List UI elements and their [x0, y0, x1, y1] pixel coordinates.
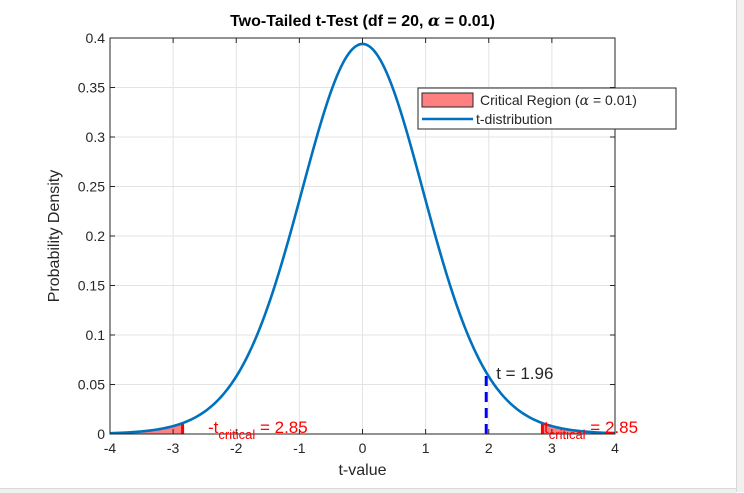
y-tick-label: 0.2	[86, 228, 106, 244]
t-stat-annotation: t = 1.96	[496, 364, 553, 383]
y-tick-label: 0.15	[78, 278, 105, 294]
x-tick-label: -1	[293, 440, 306, 456]
legend-label-t-distribution: t-distribution	[476, 111, 552, 127]
y-tick-label: 0.3	[86, 129, 106, 145]
x-tick-label: -2	[230, 440, 243, 456]
pos-critical-annotation: tcritical = 2.85	[544, 418, 638, 442]
x-tick-label: 2	[485, 440, 493, 456]
legend-label-critical-region: Critical Region (α = 0.01)	[480, 92, 637, 109]
x-tick-label: 3	[548, 440, 556, 456]
x-tick-label: -4	[104, 440, 117, 456]
y-tick-label: 0.35	[78, 80, 105, 96]
x-tick-label: 1	[422, 440, 430, 456]
y-tick-label: 0.1	[86, 327, 106, 343]
y-tick-label: 0	[97, 426, 105, 442]
y-tick-label: 0.4	[86, 30, 106, 46]
x-tick-label: -3	[167, 440, 180, 456]
t-distribution-line	[109, 42, 616, 435]
legend: Critical Region (α = 0.01) t-distribution	[417, 87, 677, 130]
y-tick-label: 0.05	[78, 377, 105, 393]
legend-swatch-critical-region	[421, 92, 474, 108]
x-tick-label: 4	[611, 440, 619, 456]
y-axis-label: Probability Density	[46, 170, 63, 303]
chart-figure: -4 -3 -2 -1 0 1 2 3 4 0 0.05 0.1 0.15 0.2 0.25 0.3 0.35 0…	[46, 11, 677, 479]
x-axis-label: t-value	[338, 462, 386, 479]
neg-critical-annotation: -tcritical = 2.85	[208, 418, 308, 442]
y-tick-label: 0.25	[78, 179, 105, 195]
x-tick-label: 0	[359, 440, 367, 456]
window-edge-right	[736, 0, 744, 492]
chart-title: Two-Tailed t-Test (df = 20, α = 0.01)	[230, 11, 495, 30]
window-edge-bottom	[0, 488, 736, 493]
